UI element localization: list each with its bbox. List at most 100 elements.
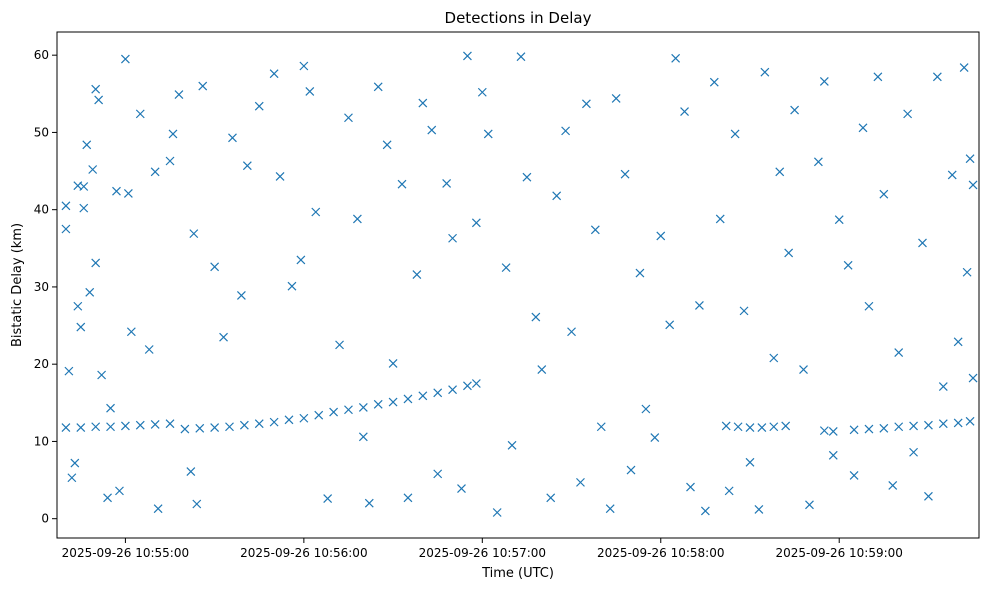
data-point-marker bbox=[531, 312, 541, 322]
x-tick-label: 2025-09-26 10:59:00 bbox=[775, 546, 902, 560]
data-point-marker bbox=[715, 214, 725, 224]
data-point-marker bbox=[894, 348, 904, 358]
data-point-marker bbox=[938, 419, 948, 429]
data-point-marker bbox=[284, 415, 294, 425]
data-point-marker bbox=[403, 394, 413, 404]
data-points bbox=[61, 51, 978, 517]
data-point-marker bbox=[323, 494, 333, 504]
data-point-marker bbox=[329, 407, 339, 417]
y-tick-label: 0 bbox=[41, 512, 49, 526]
data-point-marker bbox=[180, 424, 190, 434]
data-point-marker bbox=[965, 416, 975, 426]
data-point-marker bbox=[442, 178, 452, 188]
data-point-marker bbox=[91, 84, 101, 94]
data-point-marker bbox=[296, 255, 306, 265]
data-point-marker bbox=[91, 422, 101, 432]
data-point-marker bbox=[189, 229, 199, 239]
data-point-marker bbox=[894, 422, 904, 432]
data-point-marker bbox=[879, 189, 889, 199]
data-point-marker bbox=[448, 385, 457, 395]
data-point-marker bbox=[168, 129, 178, 139]
data-point-marker bbox=[61, 224, 71, 234]
data-point-marker bbox=[76, 322, 86, 332]
data-point-marker bbox=[843, 260, 853, 270]
data-point-marker bbox=[537, 365, 547, 375]
data-point-marker bbox=[94, 95, 104, 105]
data-point-marker bbox=[150, 420, 160, 429]
data-point-marker bbox=[242, 161, 252, 171]
data-point-marker bbox=[364, 498, 374, 508]
data-point-marker bbox=[781, 421, 791, 431]
data-point-marker bbox=[590, 225, 600, 235]
x-axis-label: Time (UTC) bbox=[481, 566, 554, 581]
data-point-marker bbox=[269, 417, 279, 427]
data-point-marker bbox=[174, 90, 184, 99]
data-point-marker bbox=[463, 51, 472, 61]
data-point-marker bbox=[671, 53, 681, 63]
data-point-marker bbox=[373, 82, 383, 92]
data-point-marker bbox=[287, 281, 297, 291]
data-point-marker bbox=[903, 109, 913, 119]
data-point-marker bbox=[932, 72, 942, 82]
data-point-marker bbox=[552, 191, 562, 201]
data-point-marker bbox=[477, 87, 487, 97]
data-point-marker bbox=[299, 413, 309, 423]
data-point-marker bbox=[144, 345, 154, 354]
data-point-marker bbox=[680, 107, 689, 116]
data-point-marker bbox=[358, 403, 368, 412]
data-point-marker bbox=[686, 482, 695, 492]
data-point-marker bbox=[412, 270, 422, 279]
data-point-marker bbox=[754, 504, 764, 514]
x-tick-label: 2025-09-26 10:55:00 bbox=[62, 546, 189, 560]
data-point-marker bbox=[314, 410, 324, 420]
data-point-marker bbox=[953, 418, 963, 428]
data-point-marker bbox=[153, 504, 163, 514]
data-point-marker bbox=[219, 332, 228, 342]
data-point-marker bbox=[724, 486, 734, 496]
data-point-marker bbox=[665, 320, 675, 330]
data-point-marker bbox=[123, 189, 133, 198]
data-point-marker bbox=[959, 63, 969, 72]
data-point-marker bbox=[492, 508, 502, 517]
data-point-marker bbox=[344, 405, 353, 415]
data-point-marker bbox=[596, 422, 606, 432]
data-point-marker bbox=[828, 426, 838, 436]
data-point-marker bbox=[135, 420, 145, 430]
data-point-marker bbox=[91, 258, 101, 268]
data-point-marker bbox=[82, 140, 92, 150]
data-point-marker bbox=[918, 238, 927, 248]
data-point-marker bbox=[581, 99, 591, 109]
data-point-marker bbox=[635, 268, 645, 278]
data-point-marker bbox=[150, 167, 160, 177]
data-point-marker bbox=[924, 420, 933, 430]
data-point-marker bbox=[805, 500, 814, 510]
data-point-marker bbox=[210, 423, 220, 432]
data-point-marker bbox=[576, 477, 585, 487]
x-tick-label: 2025-09-26 10:56:00 bbox=[240, 546, 367, 560]
data-point-marker bbox=[88, 165, 98, 174]
y-tick-label: 50 bbox=[34, 125, 49, 139]
data-point-marker bbox=[344, 113, 353, 123]
data-point-marker bbox=[745, 457, 755, 467]
data-point-marker bbox=[73, 301, 83, 311]
data-point-marker bbox=[760, 67, 770, 77]
data-point-marker bbox=[85, 287, 95, 297]
data-point-marker bbox=[873, 72, 883, 82]
data-point-marker bbox=[106, 403, 115, 413]
data-point-marker bbox=[305, 87, 315, 96]
data-point-marker bbox=[198, 81, 208, 91]
data-point-marker bbox=[483, 129, 493, 139]
data-point-marker bbox=[463, 381, 472, 391]
data-point-marker bbox=[106, 422, 115, 432]
data-point-marker bbox=[745, 423, 755, 432]
data-point-marker bbox=[864, 301, 874, 311]
data-point-marker bbox=[516, 52, 526, 62]
data-point-marker bbox=[61, 423, 71, 432]
data-point-marker bbox=[730, 129, 740, 139]
data-point-marker bbox=[79, 203, 89, 213]
y-tick-label: 60 bbox=[34, 48, 49, 62]
data-point-marker bbox=[947, 170, 957, 180]
data-point-marker bbox=[641, 404, 651, 414]
data-point-marker bbox=[819, 77, 829, 86]
y-axis-label: Bistatic Delay (km) bbox=[10, 223, 25, 347]
